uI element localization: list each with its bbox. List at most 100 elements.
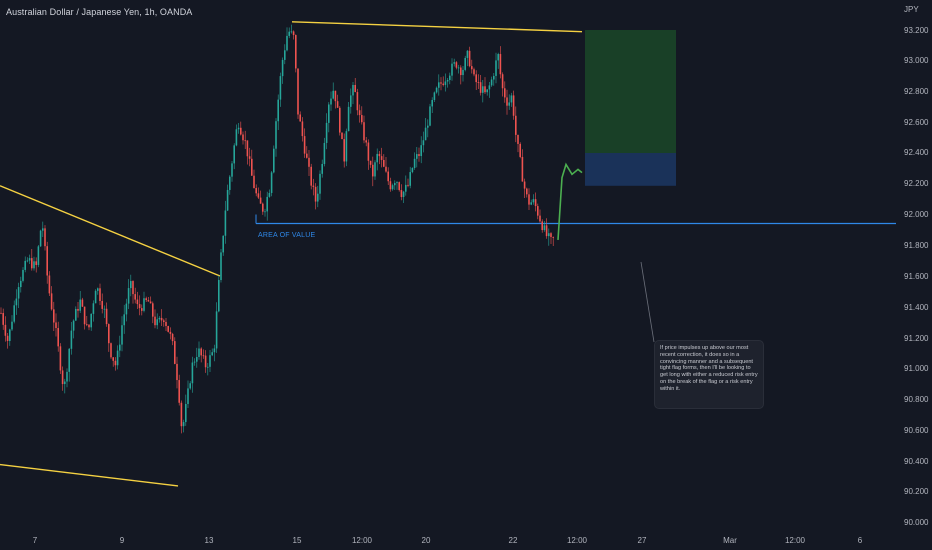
candle-up xyxy=(330,98,332,105)
candle-up xyxy=(213,348,216,353)
candle-up xyxy=(435,87,438,93)
candle-down xyxy=(407,184,409,186)
time-tick-label: 6 xyxy=(858,536,863,545)
candle-up xyxy=(90,313,92,328)
candle-down xyxy=(61,370,64,385)
target-zone xyxy=(585,30,676,153)
candle-up xyxy=(143,298,145,311)
candle-down xyxy=(471,66,473,70)
candle-up xyxy=(325,122,328,143)
candle-up xyxy=(9,329,11,341)
candle-down xyxy=(167,326,169,332)
candle-up xyxy=(116,350,119,366)
candle-up xyxy=(198,348,200,357)
candle-down xyxy=(165,321,167,327)
candle-up xyxy=(347,106,350,132)
candle-up xyxy=(323,142,326,164)
candle-down xyxy=(442,83,444,85)
candle-down xyxy=(400,190,403,198)
candle-down xyxy=(46,246,48,276)
candle-up xyxy=(345,131,348,162)
time-tick-label: 22 xyxy=(509,536,518,545)
time-tick-label: 12:00 xyxy=(352,536,373,545)
candle-down xyxy=(134,294,136,300)
candle-up xyxy=(75,308,77,321)
candle-up xyxy=(39,230,42,247)
candle-down xyxy=(306,153,308,158)
candle-up xyxy=(28,258,31,261)
candle-up xyxy=(352,84,354,96)
candle-up xyxy=(453,62,455,64)
candle-down xyxy=(369,160,372,165)
trendline xyxy=(0,185,221,277)
candle-down xyxy=(303,136,306,154)
candle-down xyxy=(295,35,297,69)
candle-up xyxy=(94,290,97,304)
price-tick-label: 91.600 xyxy=(904,272,929,281)
candle-down xyxy=(378,153,381,157)
time-tick-label: 7 xyxy=(33,536,38,545)
candle-down xyxy=(521,156,524,182)
candle-up xyxy=(319,173,321,194)
candle-down xyxy=(83,306,86,325)
candle-up xyxy=(409,172,411,186)
candle-down xyxy=(57,328,59,347)
candle-down xyxy=(0,312,2,314)
candle-down xyxy=(154,316,156,326)
candle-down xyxy=(468,50,471,67)
candle-up xyxy=(270,172,273,193)
risk-reward-zones xyxy=(585,30,676,186)
candle-down xyxy=(541,221,543,231)
candle-up xyxy=(13,305,15,322)
candle-down xyxy=(112,357,114,361)
candle-up xyxy=(191,362,194,384)
candle-up xyxy=(209,355,211,367)
candle-down xyxy=(204,355,207,368)
candle-down xyxy=(163,320,165,322)
candle-up xyxy=(449,75,451,80)
price-tick-label: 90.400 xyxy=(904,457,929,466)
candle-up xyxy=(510,95,513,103)
candle-up xyxy=(493,75,495,80)
candle-down xyxy=(242,134,244,141)
candle-up xyxy=(185,403,187,423)
candle-down xyxy=(50,293,53,310)
price-tick-label: 93.000 xyxy=(904,56,929,65)
candle-up xyxy=(196,356,198,362)
candle-down xyxy=(380,156,383,160)
candle-down xyxy=(2,313,4,325)
candle-down xyxy=(253,175,255,188)
candle-down xyxy=(385,166,387,172)
candle-down xyxy=(310,166,312,186)
candle-down xyxy=(55,322,57,329)
candle-up xyxy=(424,127,427,141)
candle-up xyxy=(438,82,440,88)
candle-down xyxy=(152,303,154,317)
candle-down xyxy=(86,324,88,326)
candle-up xyxy=(233,145,235,164)
candle-down xyxy=(512,95,515,116)
candle-up xyxy=(497,54,499,61)
candle-down xyxy=(356,92,359,111)
candle-down xyxy=(178,380,180,403)
candle-up xyxy=(24,260,26,270)
candle-up xyxy=(15,298,18,306)
candle-down xyxy=(501,74,504,89)
candle-down xyxy=(504,88,506,98)
candle-up xyxy=(92,303,95,314)
candle-down xyxy=(361,115,363,123)
candle-up xyxy=(187,388,189,404)
time-tick-label: 12:00 xyxy=(567,536,588,545)
candle-up xyxy=(182,422,185,427)
candle-down xyxy=(202,355,205,357)
candle-down xyxy=(387,171,389,182)
price-tick-label: 92.400 xyxy=(904,148,929,157)
candle-up xyxy=(422,140,425,146)
trade-idea-note[interactable]: If price impulses up above our most rece… xyxy=(654,340,764,409)
candle-up xyxy=(64,381,66,385)
candle-down xyxy=(398,182,400,191)
stop-zone xyxy=(585,153,676,186)
candle-down xyxy=(372,164,374,177)
